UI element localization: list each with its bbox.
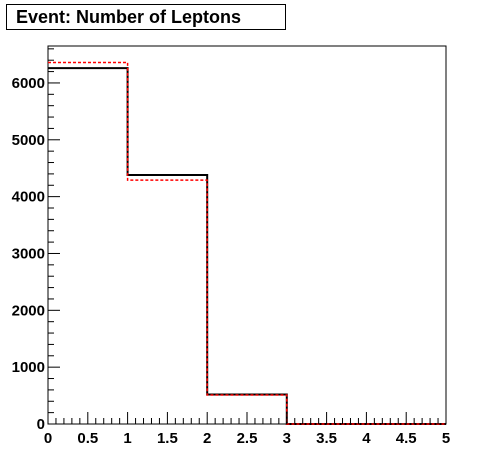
y-tick-label: 6000 (12, 75, 45, 92)
x-tick-label: 2.5 (237, 430, 258, 447)
x-tick-label: 4.5 (396, 430, 417, 447)
x-tick-label: 0.5 (77, 430, 98, 447)
series-layer (48, 61, 446, 425)
axis-layer: 0 0.5 1 1.5 2 2.5 3 3.5 4 4.5 5 0 1000 2000 3000 4000 50… (12, 48, 450, 447)
x-tick-label: 2 (203, 430, 211, 447)
x-tick-label: 0 (44, 430, 52, 447)
x-tick-label: 1 (123, 430, 131, 447)
x-tick-label: 4 (362, 430, 371, 447)
y-tick-label: 1000 (12, 359, 45, 376)
histogram-series-0 (48, 67, 446, 425)
y-tick-label: 3000 (12, 245, 45, 262)
x-tick-label: 5 (442, 430, 450, 447)
chart-title: Event: Number of Leptons (6, 4, 286, 30)
y-tick-label: 2000 (12, 302, 45, 319)
y-tick-label: 4000 (12, 189, 45, 206)
histogram-series-1 (48, 61, 446, 425)
y-tick-label: 0 (37, 416, 45, 433)
x-tick-label: 3.5 (316, 430, 337, 447)
y-tick-label: 5000 (12, 132, 45, 149)
x-tick-label: 1.5 (157, 430, 178, 447)
plot-frame (47, 45, 447, 425)
x-tick-label: 3 (283, 430, 291, 447)
